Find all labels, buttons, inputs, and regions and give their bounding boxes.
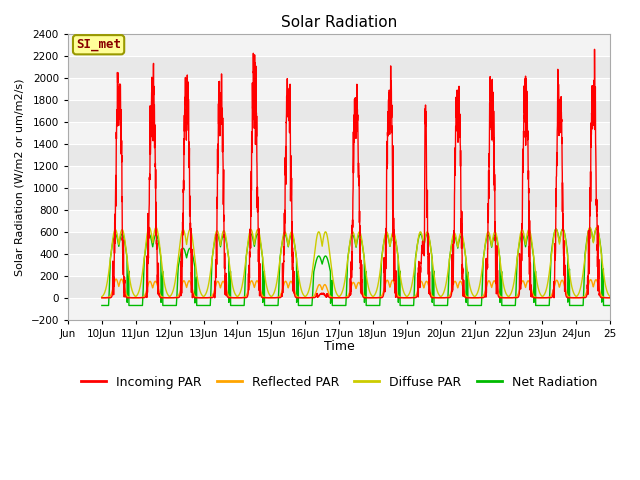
Bar (68, 210, 610, 232)
Bar (68, 78, 610, 100)
Legend: Incoming PAR, Reflected PAR, Diffuse PAR, Net Radiation: Incoming PAR, Reflected PAR, Diffuse PAR… (76, 371, 602, 394)
Bar (68, 34, 610, 56)
Text: SI_met: SI_met (76, 38, 121, 51)
Bar (68, 166, 610, 188)
X-axis label: Time: Time (324, 340, 355, 353)
Title: Solar Radiation: Solar Radiation (281, 15, 397, 30)
Bar (68, 122, 610, 144)
Bar (68, 254, 610, 276)
Y-axis label: Solar Radiation (W/m2 or um/m2/s): Solar Radiation (W/m2 or um/m2/s) (15, 78, 25, 276)
Bar (68, 298, 610, 320)
